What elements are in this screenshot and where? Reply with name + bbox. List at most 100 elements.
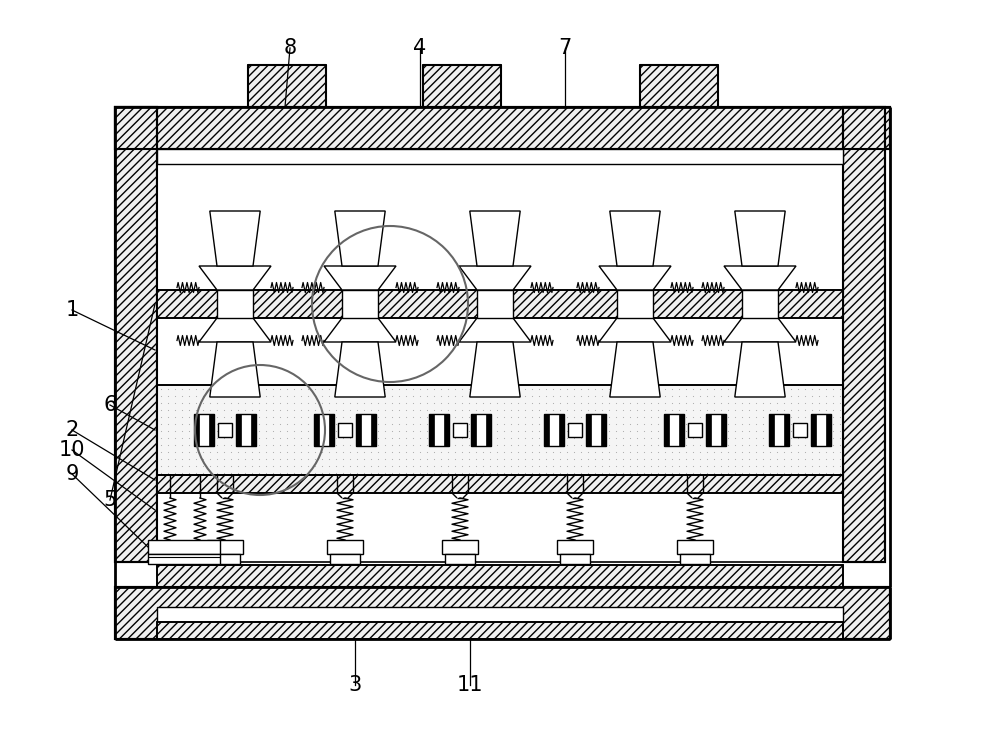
Bar [586,414,591,446]
Bar [194,414,199,446]
Bar [148,540,220,554]
Bar [706,414,711,446]
Bar [157,565,843,587]
Bar [338,423,352,437]
Bar [356,414,361,446]
Bar [115,107,157,562]
Polygon shape [599,318,671,342]
Bar [236,414,256,446]
Bar [617,290,653,318]
Bar [356,414,376,446]
Polygon shape [724,318,796,342]
Bar [115,107,157,562]
Bar [342,290,378,318]
Bar [329,414,334,446]
Text: 6: 6 [103,395,117,415]
Bar [706,414,726,446]
Polygon shape [724,266,796,290]
Text: 4: 4 [413,38,427,58]
Polygon shape [210,342,260,397]
Bar [769,414,789,446]
Bar [314,414,319,446]
Polygon shape [199,318,271,342]
Bar [445,554,475,564]
Bar [330,554,360,564]
Bar [157,385,843,475]
Polygon shape [459,266,531,290]
Bar [677,540,713,554]
Bar [560,554,590,564]
Bar [826,414,831,446]
Bar [248,65,326,107]
Bar [442,540,478,554]
Bar [423,65,501,107]
Bar [769,414,774,446]
Bar [811,414,831,446]
Bar [640,65,718,107]
Bar [444,414,449,446]
Bar [586,414,606,446]
Bar [115,587,890,639]
Text: 11: 11 [457,675,483,695]
Bar [784,414,789,446]
Bar [640,65,718,107]
Polygon shape [459,318,531,342]
Bar [793,423,807,437]
Bar [157,565,843,587]
Bar [157,290,843,318]
Bar [811,414,816,446]
Bar [471,414,476,446]
Bar [486,414,491,446]
Bar [664,414,684,446]
Bar [327,540,363,554]
Polygon shape [610,211,660,266]
Polygon shape [335,342,385,397]
Bar [148,554,220,564]
Bar [157,149,843,562]
Bar [477,290,513,318]
Bar [557,540,593,554]
Bar [664,414,669,446]
Bar [209,414,214,446]
Bar [429,414,449,446]
Polygon shape [735,211,785,266]
Bar [157,622,843,639]
Polygon shape [735,342,785,397]
Polygon shape [324,266,396,290]
Bar [544,414,564,446]
Bar [210,554,240,564]
Bar [601,414,606,446]
Bar [157,290,843,318]
Bar [115,107,890,149]
Polygon shape [210,211,260,266]
Polygon shape [324,318,396,342]
Bar [679,414,684,446]
Bar [568,423,582,437]
Bar [314,414,334,446]
Bar [217,290,253,318]
Text: 9: 9 [65,464,79,484]
Bar [115,107,890,149]
Bar [157,149,843,164]
Bar [559,414,564,446]
Text: 7: 7 [558,38,572,58]
Bar [218,423,232,437]
Bar [157,475,843,493]
Bar [423,65,501,107]
Text: 8: 8 [283,38,297,58]
Polygon shape [335,211,385,266]
Bar [742,290,778,318]
Bar [194,414,214,446]
Bar [843,107,885,562]
Bar [453,423,467,437]
Polygon shape [470,342,520,397]
Bar [248,65,326,107]
Bar [471,414,491,446]
Bar [115,587,890,639]
Bar [157,622,843,639]
Bar [157,475,843,493]
Text: 1: 1 [65,300,79,320]
Text: 10: 10 [59,440,85,460]
Text: 5: 5 [103,490,117,510]
Bar [429,414,434,446]
